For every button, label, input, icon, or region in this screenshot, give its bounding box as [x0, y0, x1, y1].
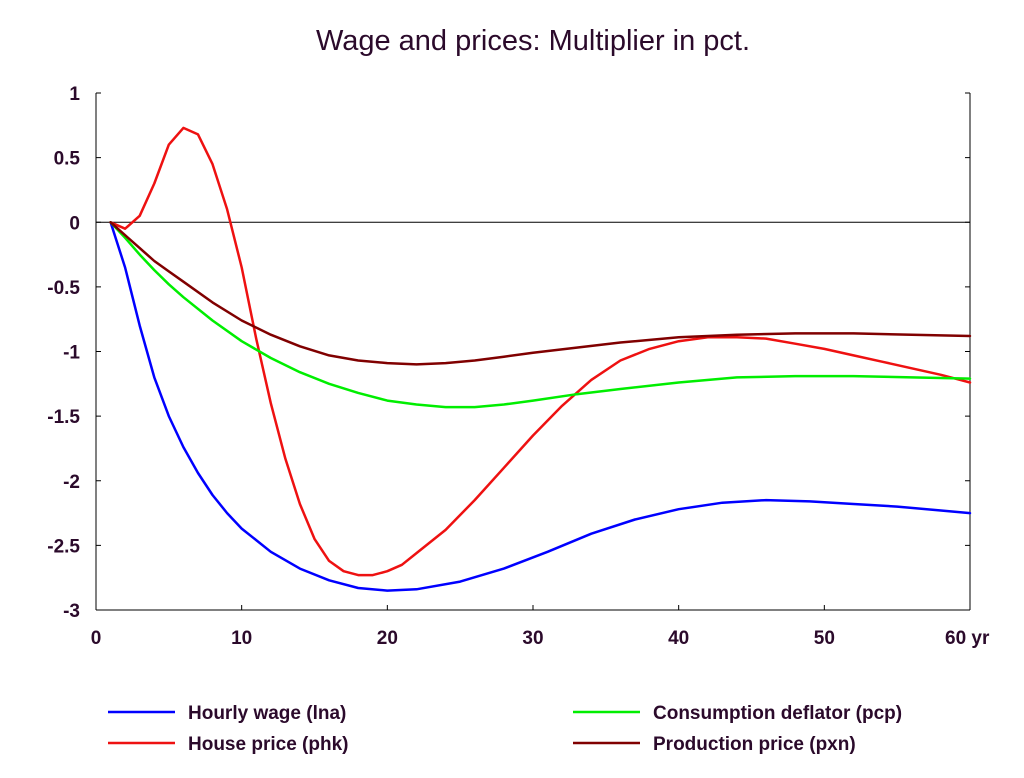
ticks: 1 0.5 0 -0.5 -1 -1.5 -2 -2.5 -3 0 10 20 30 40 50 60 yr — [47, 84, 990, 649]
y-tick-label-0: 0 — [69, 213, 80, 234]
x-tick-label-10: 10 — [231, 628, 252, 649]
y-tick-label-2-5: -2.5 — [47, 536, 80, 557]
legend-label-hourly-wage: Hourly wage (lna) — [188, 703, 346, 724]
legend-item-house-price: House price (phk) — [108, 734, 348, 755]
series-line-hourly-wage-lna — [109, 221, 972, 592]
x-tick-label-50: 50 — [814, 628, 835, 649]
legend-label-consumption-deflator: Consumption deflator (pcp) — [653, 703, 902, 724]
x-tick-label-0: 0 — [91, 628, 102, 649]
y-tick-label-3: -3 — [63, 601, 80, 622]
x-tick-label-40: 40 — [668, 628, 689, 649]
y-tick-label-1: 1 — [69, 84, 80, 105]
legend-item-production-price: Production price (pxn) — [573, 734, 856, 755]
legend-item-hourly-wage: Hourly wage (lna) — [108, 703, 346, 724]
legend-item-consumption-deflator: Consumption deflator (pcp) — [573, 703, 902, 724]
y-tick-label-1: -1 — [63, 343, 80, 364]
series-line-consumption-deflator-pcp — [109, 221, 972, 409]
legend-label-house-price: House price (phk) — [188, 734, 348, 755]
series-group — [109, 126, 972, 592]
x-tick-label-60-yr: 60 yr — [945, 628, 990, 649]
legend-label-production-price: Production price (pxn) — [653, 734, 856, 755]
legend: Hourly wage (lna) House price (phk) Cons… — [108, 703, 902, 755]
y-tick-label-0-5: -0.5 — [47, 278, 80, 299]
x-tick-label-30: 30 — [522, 628, 543, 649]
y-tick-label-0-5: 0.5 — [54, 149, 81, 170]
y-tick-label-2: -2 — [63, 472, 80, 493]
series-line-house-price-phk — [109, 126, 972, 577]
x-tick-label-20: 20 — [377, 628, 398, 649]
series-line-production-price-pxn — [109, 221, 972, 366]
chart-title: Wage and prices: Multiplier in pct. — [316, 25, 750, 57]
y-tick-label-1-5: -1.5 — [47, 407, 80, 428]
